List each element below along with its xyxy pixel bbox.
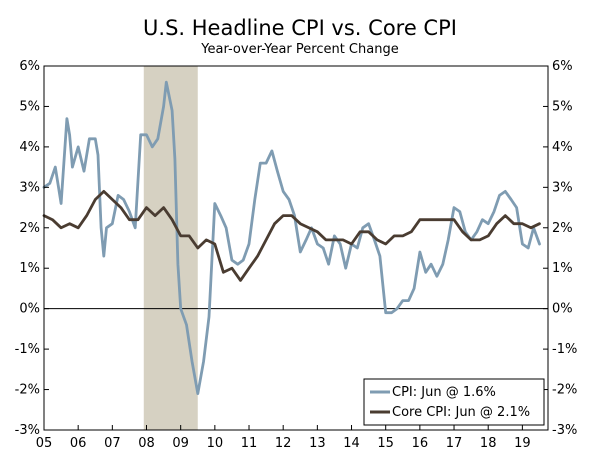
x-tick-label: 16 [412, 436, 429, 451]
y-tick-label-left: 2% [19, 221, 40, 236]
y-tick-label-left: 0% [19, 302, 40, 317]
x-tick-label: 05 [36, 436, 53, 451]
y-tick-label-right: 2% [552, 221, 573, 236]
y-tick-label-left: -2% [15, 383, 40, 398]
y-tick-label-right: 3% [552, 180, 573, 195]
x-tick-label: 18 [480, 436, 497, 451]
legend-box [363, 378, 545, 426]
x-tick-label: 14 [343, 436, 360, 451]
x-tick-label: 11 [241, 436, 258, 451]
x-tick-label: 12 [275, 436, 292, 451]
y-tick-label-left: -1% [15, 342, 40, 357]
chart-title: U.S. Headline CPI vs. Core CPI [143, 16, 457, 40]
y-tick-label-right: 5% [552, 99, 573, 114]
y-tick-label-left: 5% [19, 99, 40, 114]
recession-shade [143, 66, 198, 430]
legend-label-core-cpi: Core CPI: Jun @ 2.1% [392, 405, 530, 420]
axis-layer: 6% 6% 5% 5% 4% 4% 3% 3% 2% 2% 1% 1% 0% 0% -1% -1% -2% -2%… [15, 59, 578, 451]
y-tick-label-left: 3% [19, 180, 40, 195]
series-line-cpi [42, 80, 541, 396]
y-tick-label-left: 6% [19, 59, 40, 74]
x-tick-label: 08 [138, 436, 155, 451]
y-tick-label-left: -3% [15, 423, 40, 438]
y-tick-label-right: 4% [552, 140, 573, 155]
plot-frame [43, 65, 549, 431]
x-tick-label: 06 [70, 436, 87, 451]
recession-shade-layer [143, 66, 198, 430]
x-tick-label: 13 [309, 436, 326, 451]
y-tick-label-right: -3% [552, 423, 577, 438]
x-tick-label: 15 [377, 436, 394, 451]
y-tick-label-right: -1% [552, 342, 577, 357]
legend-label-cpi: CPI: Jun @ 1.6% [392, 385, 496, 400]
y-tick-label-right: 1% [552, 261, 573, 276]
y-tick-label-right: -2% [552, 383, 577, 398]
y-tick-label-right: 6% [552, 59, 573, 74]
series-layer [42, 80, 541, 396]
x-tick-label: 17 [446, 436, 463, 451]
x-tick-label: 10 [207, 436, 224, 451]
legend: CPI: Jun @ 1.6% Core CPI: Jun @ 2.1% [363, 378, 545, 426]
y-tick-label-left: 1% [19, 261, 40, 276]
y-tick-label-right: 0% [552, 302, 573, 317]
y-tick-label-left: 4% [19, 140, 40, 155]
x-tick-label: 19 [514, 436, 531, 451]
x-tick-label: 07 [104, 436, 121, 451]
chart-subtitle: Year-over-Year Percent Change [200, 42, 398, 57]
series-line-core-cpi [42, 189, 541, 282]
x-tick-label: 09 [172, 436, 189, 451]
